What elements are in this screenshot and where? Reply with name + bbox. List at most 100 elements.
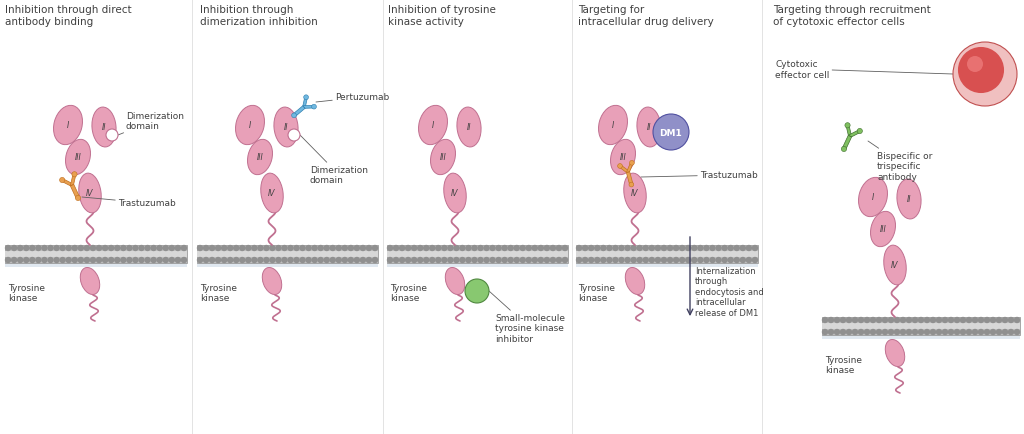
Circle shape [508, 258, 513, 263]
Circle shape [942, 330, 947, 335]
Circle shape [722, 246, 727, 251]
Circle shape [221, 246, 226, 251]
Circle shape [331, 258, 335, 263]
Circle shape [387, 258, 392, 263]
Circle shape [649, 258, 654, 263]
Circle shape [883, 318, 888, 323]
Circle shape [631, 258, 636, 263]
Text: II: II [101, 123, 106, 132]
Bar [822, 323, 1020, 329]
Circle shape [637, 246, 642, 251]
Circle shape [835, 318, 840, 323]
Circle shape [967, 57, 983, 73]
Circle shape [954, 330, 959, 335]
Circle shape [532, 246, 538, 251]
Circle shape [931, 330, 936, 335]
Circle shape [294, 258, 299, 263]
Circle shape [24, 246, 29, 251]
Circle shape [210, 258, 215, 263]
Circle shape [703, 246, 709, 251]
Circle shape [42, 258, 47, 263]
Text: Dimerization
domain: Dimerization domain [300, 136, 368, 185]
Circle shape [847, 330, 852, 335]
Circle shape [478, 246, 483, 251]
Text: Inhibition through
dimerization inhibition: Inhibition through dimerization inhibiti… [200, 5, 317, 26]
Circle shape [288, 246, 293, 251]
Circle shape [354, 246, 359, 251]
Circle shape [121, 258, 126, 263]
Circle shape [979, 318, 983, 323]
Circle shape [96, 258, 101, 263]
Circle shape [447, 246, 453, 251]
Circle shape [115, 246, 120, 251]
Ellipse shape [457, 108, 481, 148]
Circle shape [387, 246, 392, 251]
Circle shape [589, 246, 594, 251]
Circle shape [496, 258, 501, 263]
Circle shape [204, 246, 209, 251]
Text: I: I [612, 121, 614, 130]
Circle shape [841, 318, 846, 323]
Text: Trastuzumab: Trastuzumab [641, 171, 758, 180]
Circle shape [454, 246, 459, 251]
Circle shape [496, 246, 501, 251]
Polygon shape [293, 106, 305, 117]
Text: Inhibition of tyrosine
kinase activity: Inhibition of tyrosine kinase activity [388, 5, 496, 26]
Circle shape [48, 246, 53, 251]
Circle shape [630, 161, 634, 166]
Circle shape [514, 258, 519, 263]
Circle shape [870, 318, 876, 323]
Circle shape [979, 330, 983, 335]
Circle shape [373, 258, 378, 263]
Circle shape [919, 330, 924, 335]
Circle shape [716, 258, 721, 263]
Circle shape [556, 258, 561, 263]
Circle shape [710, 246, 715, 251]
Circle shape [526, 258, 531, 263]
Circle shape [233, 246, 239, 251]
Bar [575, 246, 758, 263]
Circle shape [36, 258, 41, 263]
Circle shape [60, 246, 66, 251]
Circle shape [430, 246, 435, 251]
Circle shape [618, 246, 624, 251]
Bar [5, 263, 187, 267]
Circle shape [953, 43, 1017, 107]
Circle shape [163, 258, 168, 263]
Circle shape [233, 258, 239, 263]
Circle shape [629, 183, 634, 187]
Ellipse shape [443, 174, 466, 214]
Circle shape [292, 114, 296, 118]
Circle shape [102, 258, 108, 263]
Bar [197, 263, 378, 267]
Circle shape [60, 258, 66, 263]
Circle shape [300, 246, 305, 251]
Circle shape [227, 246, 232, 251]
Circle shape [348, 258, 353, 263]
Circle shape [312, 246, 317, 251]
Circle shape [42, 246, 47, 251]
Ellipse shape [53, 106, 83, 145]
Circle shape [631, 246, 636, 251]
Circle shape [163, 246, 168, 251]
Circle shape [698, 246, 702, 251]
Text: III: III [257, 153, 263, 162]
Circle shape [607, 258, 612, 263]
Ellipse shape [273, 108, 298, 148]
Circle shape [367, 258, 372, 263]
Circle shape [360, 246, 366, 251]
Circle shape [73, 258, 77, 263]
Circle shape [822, 318, 827, 323]
Circle shape [342, 246, 347, 251]
Circle shape [643, 246, 648, 251]
Circle shape [753, 258, 758, 263]
Ellipse shape [262, 268, 282, 295]
Circle shape [354, 258, 359, 263]
Circle shape [746, 246, 752, 251]
Circle shape [306, 246, 311, 251]
Text: Dimerization
domain: Dimerization domain [118, 112, 184, 136]
Circle shape [17, 258, 23, 263]
Text: II: II [647, 123, 651, 132]
Circle shape [853, 330, 857, 335]
Circle shape [734, 246, 739, 251]
